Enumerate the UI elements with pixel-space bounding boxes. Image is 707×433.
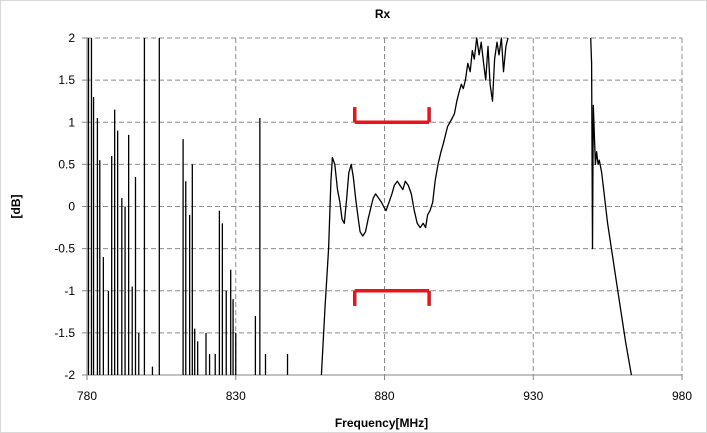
- y-tick-label: 0.5: [58, 157, 75, 171]
- y-tick-label: -1: [64, 284, 75, 298]
- y-tick-label: 1.5: [58, 73, 75, 87]
- series-layer: [87, 37, 633, 376]
- passband-trace: [320, 37, 509, 376]
- y-axis-title: [dB]: [9, 195, 23, 219]
- y-tick-label: 0: [68, 200, 75, 214]
- x-tick-label: 780: [77, 389, 97, 403]
- upper-band-edge-trace: [590, 37, 633, 376]
- mask-layer: [353, 107, 431, 306]
- y-tick-label: 2: [68, 31, 75, 45]
- y-tick-label: -0.5: [54, 242, 75, 256]
- x-tick-label: 930: [523, 389, 543, 403]
- x-axis-title: Frequency[MHz]: [335, 416, 428, 430]
- y-tick-label: 1: [68, 115, 75, 129]
- x-tick-label: 980: [672, 389, 692, 403]
- y-tick-label: -2: [64, 368, 75, 382]
- x-tick-label: 880: [374, 389, 394, 403]
- x-tick-label: 830: [226, 389, 246, 403]
- chart-title: Rx: [375, 7, 391, 21]
- y-tick-label: -1.5: [54, 326, 75, 340]
